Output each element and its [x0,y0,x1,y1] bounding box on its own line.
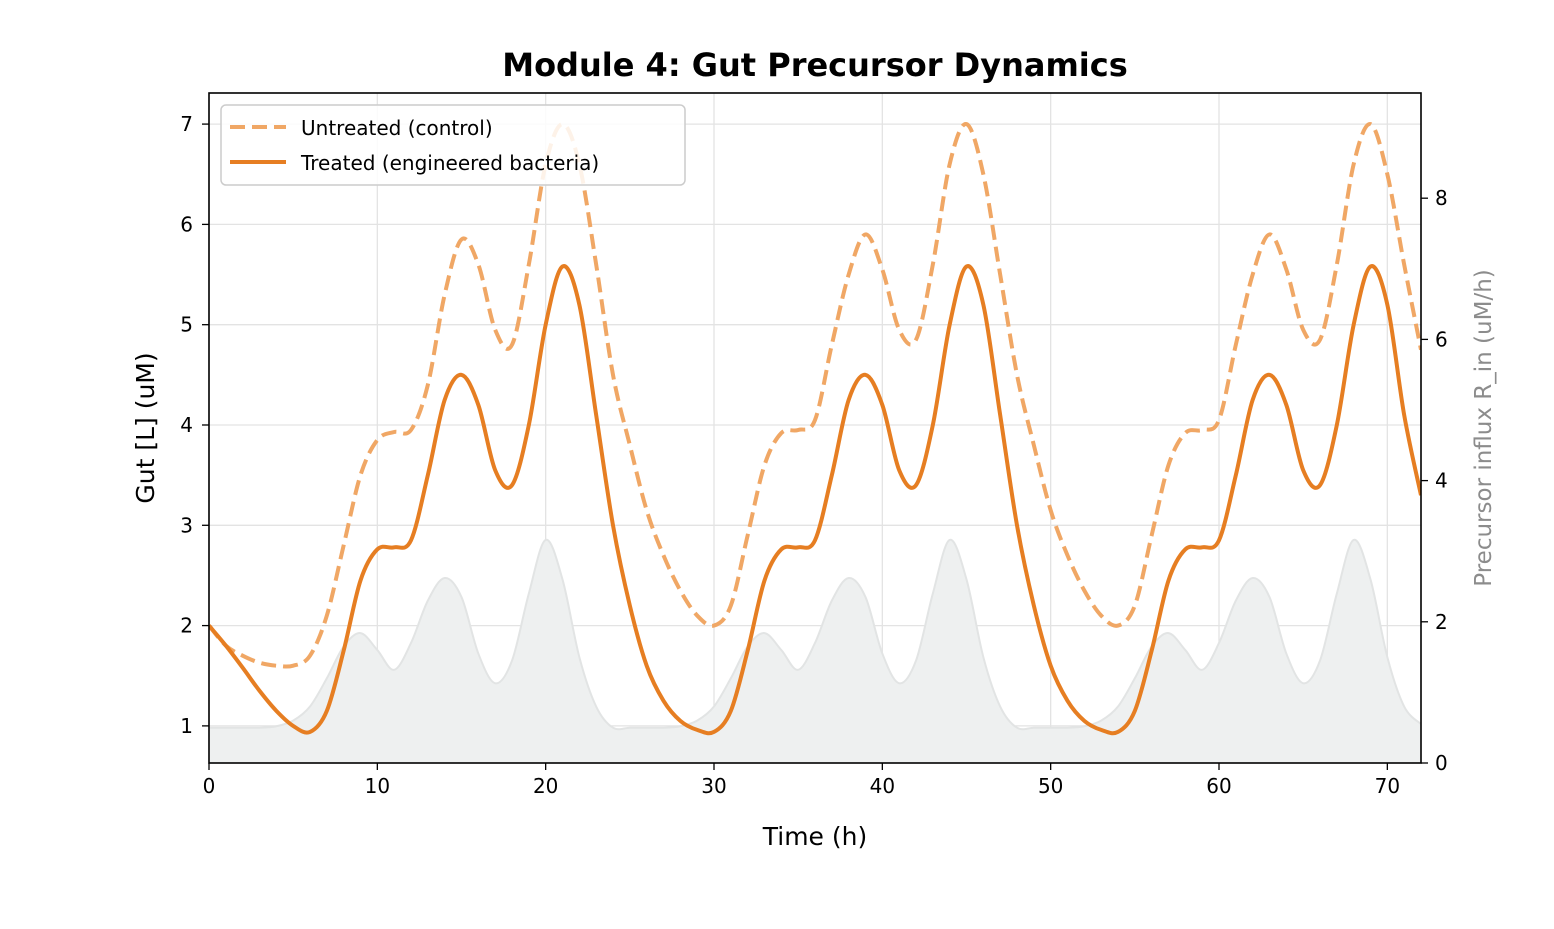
x-tick-label: 10 [365,774,390,798]
y-right-tick-label: 8 [1435,186,1448,210]
y-tick-label: 4 [180,413,193,437]
influx-area-edge [209,538,1421,731]
x-tick-label: 70 [1375,774,1400,798]
y-tick-label: 6 [180,212,193,236]
legend: Untreated (control) Treated (engineered … [220,104,686,186]
y-tick-label: 7 [180,112,193,136]
y-axis-right-label: Precursor influx R_in (uM/h) [1471,269,1497,586]
y-right-tick-label: 6 [1435,327,1448,351]
series-line-treated [209,264,1421,736]
chart-title: Module 4: Gut Precursor Dynamics [502,46,1128,84]
plot-frame [208,92,1422,764]
legend-box [220,104,686,186]
y-right-tick-label: 4 [1435,469,1448,493]
legend-label-untreated: Untreated (control) [301,116,493,140]
series-lines [209,122,1421,736]
series-line-untreated [209,122,1421,669]
influx-area-fill [209,539,1421,763]
x-tick-label: 20 [533,774,558,798]
x-tick-label: 0 [203,774,216,798]
y-tick-label: 3 [180,513,193,537]
y-tick-label: 1 [180,714,193,738]
x-tick-label: 30 [701,774,726,798]
y-axis-label: Gut [L] (uM) [131,352,160,503]
x-tick-label: 40 [870,774,895,798]
legend-label-treated: Treated (engineered bacteria) [300,151,599,175]
grid [208,93,1421,763]
x-tick-label: 50 [1038,774,1063,798]
y-right-tick-label: 2 [1435,610,1448,634]
influx-area [209,538,1421,763]
x-tick-label: 60 [1206,774,1231,798]
x-axis-label: Time (h) [762,822,867,851]
y-right-tick-label: 0 [1435,751,1448,775]
y-tick-label: 2 [180,614,193,638]
y-tick-label: 5 [180,313,193,337]
